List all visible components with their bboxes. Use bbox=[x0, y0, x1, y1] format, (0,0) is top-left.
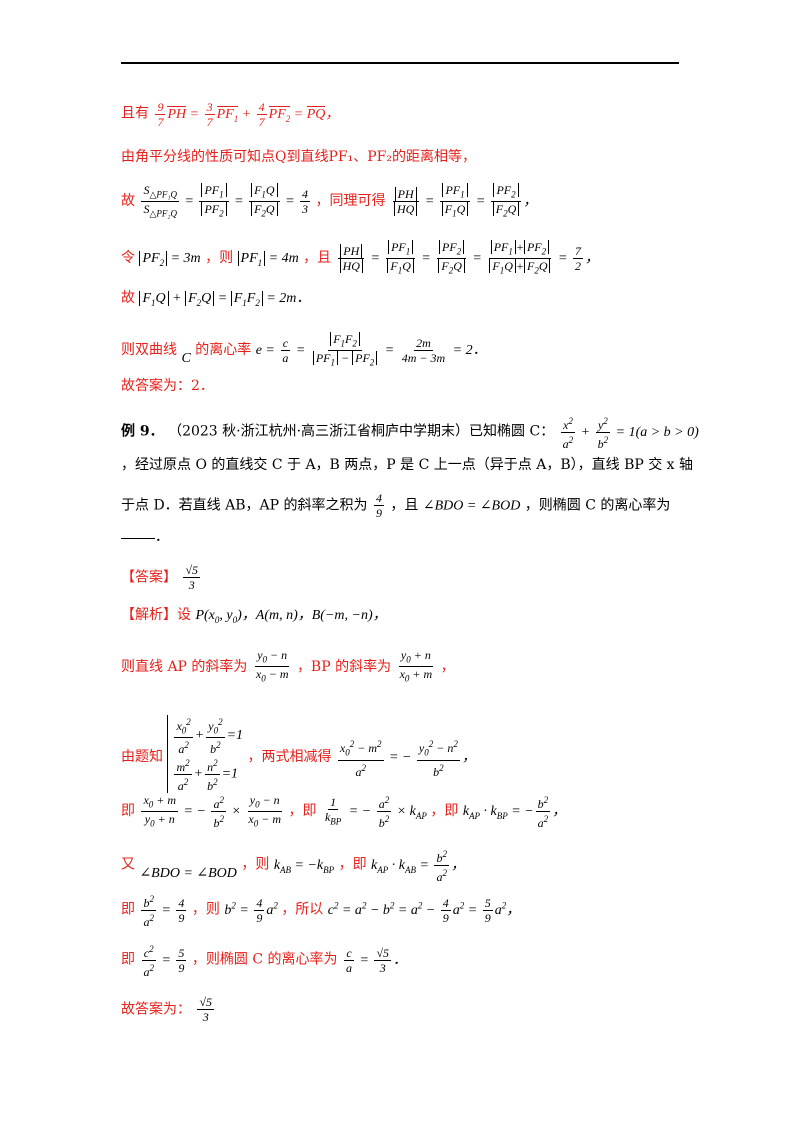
solution-line: 故答案为： √5 3 bbox=[121, 995, 215, 1024]
equation: F1Q + F2Q = F1F2 = 2m． bbox=[139, 291, 310, 308]
equation: kAP · kBP = − b2 a2， bbox=[462, 795, 567, 831]
text: ，即 bbox=[288, 803, 317, 820]
text: 且有 bbox=[121, 105, 149, 122]
text: 故 bbox=[121, 193, 135, 210]
solution-line: 【解析】设 P(x0, y0)，A(m, n)，B(−m, −n)， bbox=[121, 605, 387, 630]
text-line: 故 F1Q + F2Q = F1F2 = 2m． bbox=[121, 288, 310, 313]
equation: x2 a2 + y2 b2 = 1(a > b > 0) bbox=[561, 416, 699, 451]
text: ，同理可得 bbox=[315, 193, 386, 210]
text-line: 令 PF2 = 3m ，则 PF1 = 4m ，且 PH HQ = PF1 F1Q … bbox=[121, 240, 599, 278]
equation: PH HQ = PF1 F1Q = PF2 F2Q， bbox=[390, 183, 537, 219]
text: ， bbox=[440, 658, 455, 675]
equation: ∠BDO = ∠BOD bbox=[139, 865, 237, 881]
answer-blank bbox=[121, 538, 155, 539]
text: ． bbox=[155, 529, 169, 545]
equation: x02 − m2 a2 = − y02 − n2 b2， bbox=[337, 739, 476, 779]
symbol: C bbox=[181, 351, 191, 367]
equation: kAP · kAB = b2 a2， bbox=[371, 849, 465, 884]
solution-line: 由题知 x02 a2 + y02 b2 =1 m2 a2 + n2 b2 =1 ，两式相减得 x02… bbox=[121, 715, 476, 796]
text: 故 bbox=[121, 290, 135, 306]
equation: P(x0, y0)，A(m, n)，B(−m, −n)， bbox=[195, 608, 387, 625]
text: 故答案为：2． bbox=[121, 378, 214, 394]
text-line: ． bbox=[155, 527, 169, 547]
equation: c2 = a2 − b2 = a2 − 4 9 a2 = 5 9 a2， bbox=[327, 896, 521, 925]
equation: PF2 = 3m bbox=[139, 251, 201, 268]
text: ，则椭圆 C 的离心率为 bbox=[191, 951, 338, 968]
text: ，则椭圆 C 的离心率为 bbox=[524, 497, 671, 514]
text: ，即 bbox=[430, 803, 459, 820]
example-line: 例 9． （2023 秋·浙江杭州·高三浙江省桐庐中学期末）已知椭圆 C： x2… bbox=[121, 414, 699, 451]
text: ，即 bbox=[338, 856, 367, 873]
equation: PF1 = 4m bbox=[237, 251, 299, 268]
equation: 9 7 PH = 3 7 PF1 + 4 7 PF2 = PQ， bbox=[155, 100, 340, 129]
example-line: ，经过原点 O 的直线交 C 于 A，B 两点，P 是 C 上一点（异于点 A，… bbox=[121, 455, 693, 475]
text: 即 bbox=[121, 803, 135, 820]
text: ，且 bbox=[390, 497, 419, 514]
text: 由题知 bbox=[121, 749, 163, 766]
text-line: 且有 9 7 PH = 3 7 PF1 + 4 7 PF2 = PQ， bbox=[121, 100, 339, 129]
equation: x0 + m y0 + n = − a2 b2 × y0 − n x0 − m bbox=[141, 793, 282, 831]
text: 令 bbox=[121, 250, 135, 267]
text: ，两式相减得 bbox=[247, 749, 332, 766]
text: ，且 bbox=[303, 250, 332, 267]
header-rule bbox=[121, 62, 679, 64]
example-label: 例 9． bbox=[121, 423, 164, 440]
text: ，则 bbox=[241, 856, 270, 873]
equation: ∠BDO = ∠BOD bbox=[422, 498, 521, 514]
equation: PH HQ = PF1 F1Q = PF2 F2Q = PF1 + PF2 F1Q + F2Q … bbox=[336, 240, 599, 276]
text: 又 bbox=[121, 856, 135, 873]
text: 即 bbox=[121, 901, 135, 918]
solution-line: 又 ∠BDO = ∠BOD ，则 kAB = −kBP ，即 kAP · kAB… bbox=[121, 847, 465, 884]
solution-line: 即 x0 + m y0 + n = − a2 b2 × y0 − n x0 − m ，… bbox=[121, 793, 566, 831]
equation: 1 kBP = − a2 b2 × kAP bbox=[324, 795, 427, 831]
text-line: 故答案为：2． bbox=[121, 376, 214, 396]
text: 即 bbox=[121, 951, 135, 968]
text: 于点 D．若直线 AB，AP 的斜率之积为 bbox=[121, 497, 368, 514]
equation-system: x02 a2 + y02 b2 =1 m2 a2 + n2 b2 =1 bbox=[167, 715, 243, 794]
text: 故答案为： bbox=[121, 1001, 191, 1018]
equation: kAB = −kBP bbox=[273, 857, 335, 875]
text: ，BP 的斜率为 bbox=[296, 658, 392, 675]
text: 则双曲线 bbox=[121, 342, 177, 359]
text: （2023 秋·浙江杭州·高三浙江省桐庐中学期末）已知椭圆 C： bbox=[168, 423, 555, 440]
text: ，所以 bbox=[281, 901, 324, 918]
text: 则直线 AP 的斜率为 bbox=[121, 658, 248, 675]
solution-tag: 【解析】设 bbox=[121, 607, 191, 623]
text: 的离心率 bbox=[195, 342, 252, 359]
text-line: 由角平分线的性质可知点Q到直线PF₁、PF₂的距离相等， bbox=[121, 147, 476, 167]
text: ，则 bbox=[191, 901, 220, 918]
answer-tag: 【答案】 bbox=[121, 569, 177, 586]
solution-line: 则直线 AP 的斜率为 y0 − n x0 − m ，BP 的斜率为 y0 + n… bbox=[121, 648, 455, 684]
text: ，则 bbox=[205, 250, 234, 267]
text: 由角平分线的性质可知点Q到直线PF₁、PF₂的距离相等， bbox=[121, 149, 476, 165]
equation: b2 = 4 9 a2 bbox=[224, 896, 278, 925]
answer-line: 【答案】 √5 3 bbox=[121, 563, 201, 592]
text: ，经过原点 O 的直线交 C 于 A，B 两点，P 是 C 上一点（异于点 A，… bbox=[121, 457, 694, 473]
